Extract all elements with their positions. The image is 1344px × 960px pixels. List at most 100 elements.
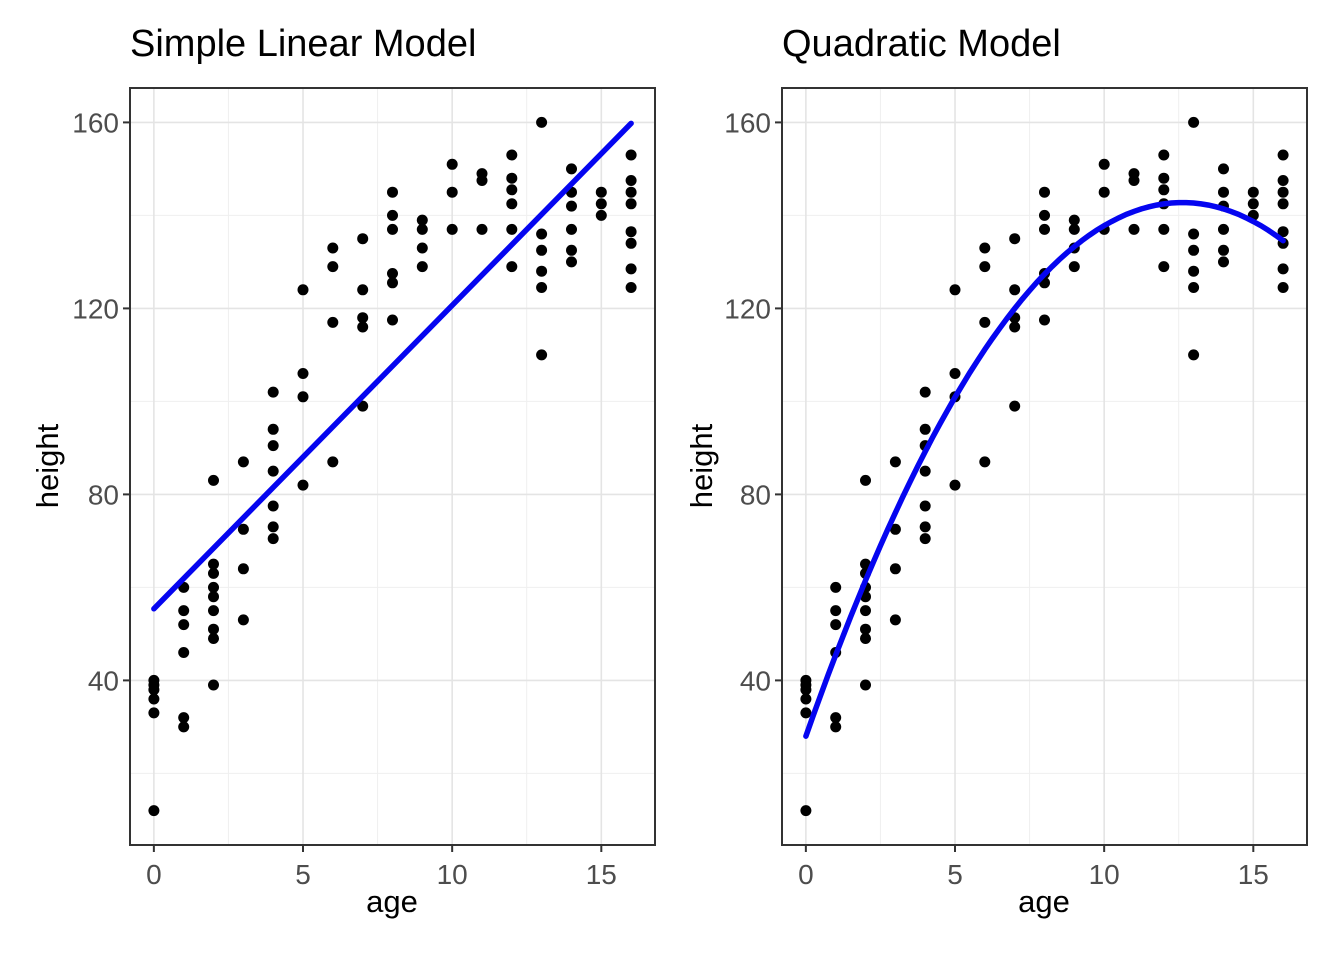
data-point [387,268,398,279]
data-point [327,456,339,468]
data-point [625,198,637,210]
data-point [919,386,931,398]
data-point [536,282,548,293]
data-point [625,186,637,198]
data-point [1277,226,1289,238]
data-point [800,684,812,696]
data-point [178,619,190,631]
y-tick-label: 40 [740,665,771,696]
panel-border [129,87,656,846]
data-point [1188,244,1200,256]
data-point [237,563,249,575]
data-point [387,314,398,326]
data-point [1039,223,1050,235]
y-tick-label: 80 [88,479,119,510]
data-point [860,679,871,691]
panel-border [781,87,1308,846]
y-axis-title-left: height [30,423,65,509]
data-point [387,209,398,221]
data-point [416,242,428,254]
data-point [476,223,488,235]
data-point [267,440,279,452]
data-point [800,805,812,817]
data-point [1128,223,1140,235]
data-point [625,149,637,161]
data-point [208,679,219,691]
data-point [178,721,190,733]
data-point [979,456,991,468]
x-axis-title-right: age [1018,884,1070,919]
data-point [446,186,458,198]
scatter-plot-linear: 0 5 10 15 40 80 120 160 [72,87,656,890]
data-point [178,712,190,724]
data-point [1188,349,1200,361]
data-point [387,186,398,198]
data-point [919,465,931,477]
fit-curve-quadratic [803,199,1286,739]
data-point [566,223,577,235]
panel-background [130,88,655,845]
data-point [357,312,369,324]
data-point [1039,314,1050,326]
data-point [1098,158,1110,170]
data-point [267,465,279,477]
data-point [1039,186,1050,198]
data-point [919,500,931,512]
plot-title-quadratic: Quadratic Model [782,23,1061,65]
data-point [476,175,488,186]
data-point [566,163,577,175]
data-point [506,261,518,273]
data-point [208,581,219,593]
data-point [860,605,871,617]
data-point [446,158,458,170]
data-point [148,707,160,719]
x-axis-title-left: age [366,884,418,919]
data-point [416,261,428,273]
data-point [327,242,339,254]
data-point [1218,163,1229,175]
data-point [919,423,931,435]
data-point [1218,244,1229,256]
data-point [1188,265,1200,277]
x-tick-label: 15 [1238,859,1269,890]
data-point [595,209,607,221]
data-point [860,474,871,486]
data-point [979,261,991,273]
data-point [297,479,309,491]
data-point [566,256,577,268]
data-point [297,284,309,296]
data-point [1009,284,1021,296]
data-point [1188,228,1200,240]
data-point [1218,186,1229,198]
data-point [889,456,901,468]
x-tick-label: 10 [1089,859,1120,890]
data-point [1158,223,1170,235]
data-point [148,684,160,696]
data-point [1068,261,1080,273]
data-point [800,693,812,705]
data-point [1277,149,1289,161]
data-point [416,223,428,235]
data-point [506,198,518,210]
data-point [387,223,398,235]
y-axis-title-right: height [684,423,719,509]
data-point [506,172,518,184]
data-point [267,423,279,435]
data-point [595,186,607,198]
data-point [1128,175,1140,186]
data-point [860,623,871,635]
y-tick-label: 80 [740,479,771,510]
data-point [830,619,842,631]
data-point [979,316,991,328]
x-tick-label: 5 [947,859,963,890]
y-tick-label: 120 [724,293,771,324]
data-point [148,693,160,705]
data-point [148,805,160,817]
data-point [297,368,309,379]
data-point [566,244,577,256]
data-point [446,223,458,235]
data-point [919,521,931,533]
data-point [625,237,637,249]
data-point [1009,321,1021,333]
panel-background [782,88,1307,845]
